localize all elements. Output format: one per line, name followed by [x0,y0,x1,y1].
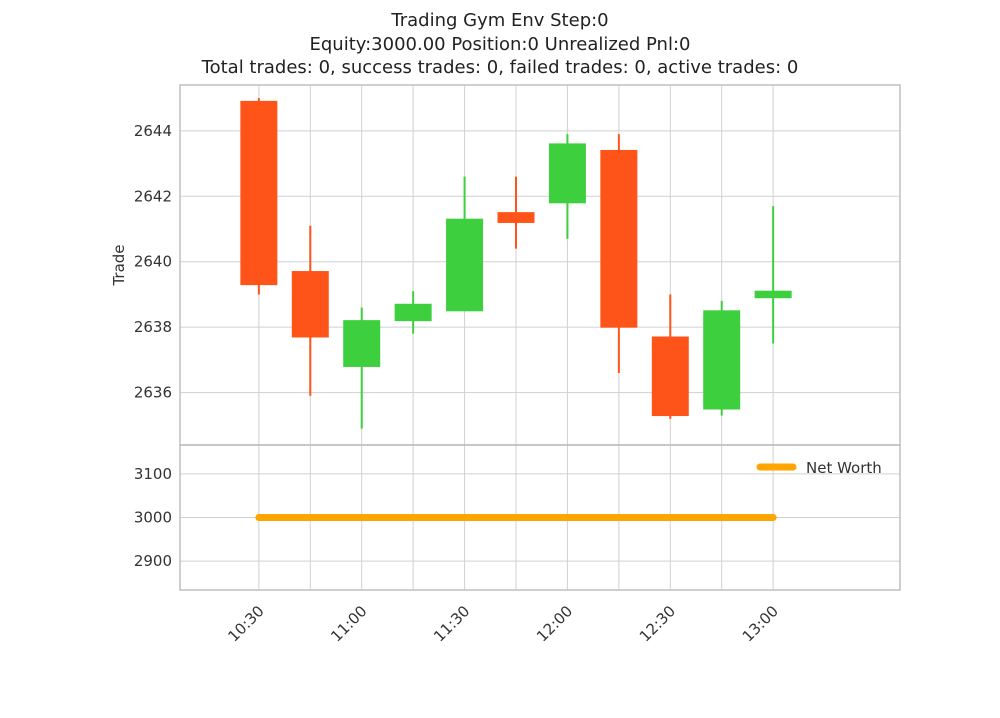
candle-body [394,303,432,322]
legend: Net Worth [756,459,882,477]
candle-body [703,310,741,410]
candle-body [600,149,638,328]
candle-up [754,206,792,344]
x-tick-label: 11:00 [327,602,370,645]
candle-body [240,100,278,286]
chart-title-line-3: Total trades: 0, success trades: 0, fail… [201,57,799,78]
candle-down [291,225,329,396]
candle-down [600,134,638,373]
x-tick-label: 11:30 [430,602,473,645]
candle-up [343,307,381,429]
chart-title-line-2: Equity:3000.00 Position:0 Unrealized Pnl… [309,34,691,55]
x-tick-label: 10:30 [224,602,267,645]
candle-body [291,271,329,338]
candle-body [651,336,689,417]
bottom-panel-frame [179,444,901,591]
candle-body [497,212,535,223]
candle-up [703,301,741,416]
candle-body [754,290,792,299]
y-tick-label: 2640 [134,253,172,271]
y-tick-label: 2636 [134,384,172,402]
top-panel-grid [180,85,900,445]
top-panel-frame [179,84,901,446]
candle-body [343,320,381,367]
candle-down [497,176,535,249]
x-tick-label: 12:30 [636,602,679,645]
candle-body [548,143,586,204]
y-tick-label: 2642 [134,187,172,205]
x-tick-label: 13:00 [739,602,782,645]
y-tick-label: 2638 [134,318,172,336]
x-tick-label: 12:00 [533,602,576,645]
candle-down [651,294,689,419]
candle-down [240,98,278,295]
y-tick-label: 3100 [134,465,172,483]
candle-up [548,134,586,239]
candle-up [446,176,484,312]
panel-frames [179,84,901,591]
y-tick-label: 2900 [134,552,172,570]
candle-body [446,218,484,312]
legend-label-net-worth: Net Worth [806,459,882,477]
chart-title-line-1: Trading Gym Env Step:0 [391,10,609,31]
y-tick-label: 3000 [134,509,172,527]
candle-up [394,291,432,334]
y-tick-label: 2644 [134,122,172,140]
y-axis-label: Trade [110,244,128,286]
candlestick-series [240,98,792,429]
